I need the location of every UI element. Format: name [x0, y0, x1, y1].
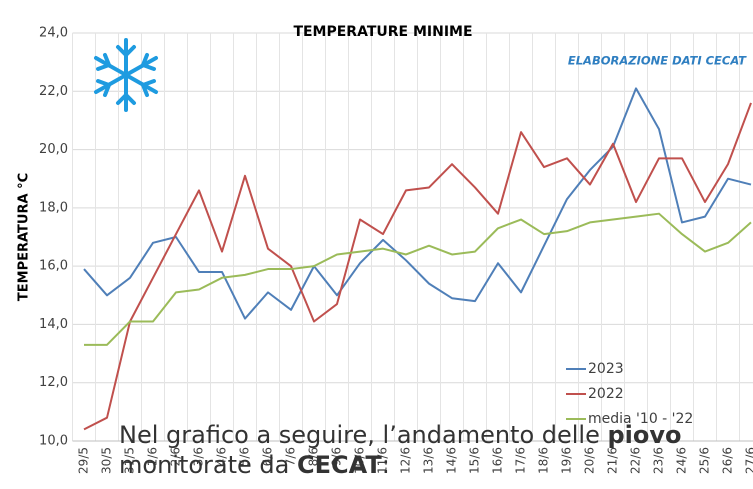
x-tick-label: 1/6: [146, 447, 160, 466]
x-tick-label: 22/6: [629, 447, 643, 474]
snowflake-icon: [94, 38, 158, 112]
y-tick-label: 14,0: [39, 317, 68, 332]
x-tick-label: 29/5: [77, 447, 91, 474]
x-tick-label: 5/6: [238, 447, 252, 466]
series-line: [84, 212, 752, 346]
series-line: [83, 87, 752, 320]
x-tick-label: 8/6: [307, 447, 321, 466]
x-tick-label: 30/5: [100, 447, 114, 474]
y-tick-label: 20,0: [39, 142, 68, 157]
caption-line: Nel grafico a seguire, l’andamento delle…: [119, 420, 682, 450]
x-tick-label: 24/6: [675, 447, 689, 474]
x-tick-label: 31/5: [123, 447, 137, 474]
x-tick-label: 3/6: [192, 447, 206, 466]
x-tick-label: 7/6: [284, 447, 298, 466]
chart-title: TEMPERATURE MINIME: [293, 24, 472, 40]
legend-label: 2023: [588, 361, 624, 377]
y-axis-label: TEMPERATURA °C: [17, 173, 32, 301]
y-tick-label: 22,0: [39, 84, 68, 99]
x-tick-label: 10/6: [353, 447, 367, 474]
caption-bold: piovo: [607, 421, 682, 449]
y-tick-label: 24,0: [39, 26, 68, 41]
x-tick-label: 18/6: [537, 447, 551, 474]
y-tick-label: 18,0: [39, 200, 68, 215]
x-tick-label: 2/6: [169, 447, 183, 466]
caption-text: Nel grafico a seguire, l’andamento delle: [119, 421, 608, 449]
x-tick-label: 17/6: [514, 447, 528, 474]
y-tick-label: 10,0: [39, 434, 68, 449]
x-tick-label: 23/6: [652, 447, 666, 474]
x-tick-label: 11/6: [376, 447, 390, 474]
x-tick-label: 4/6: [215, 447, 229, 466]
x-tick-label: 16/6: [491, 447, 505, 474]
legend-label: 2022: [588, 386, 624, 402]
x-tick-label: 13/6: [422, 447, 436, 474]
y-tick-label: 12,0: [39, 375, 68, 390]
series-line: [83, 102, 752, 431]
x-tick-label: 20/6: [583, 447, 597, 474]
x-tick-label: 25/6: [698, 447, 712, 474]
x-tick-label: 6/6: [261, 447, 275, 466]
x-tick-label: 26/6: [721, 447, 735, 474]
x-tick-label: 15/6: [468, 447, 482, 474]
y-tick-label: 16,0: [39, 259, 68, 274]
caption-line: monitorate da CECAT:: [119, 450, 682, 480]
caption: Nel grafico a seguire, l’andamento delle…: [119, 420, 682, 480]
caption-bold: CECAT: [296, 451, 382, 479]
caption-text: monitorate da: [119, 451, 297, 479]
x-tick-label: 9/6: [330, 447, 344, 466]
caption-text: :: [381, 451, 390, 479]
x-tick-label: 21/6: [606, 447, 620, 474]
x-tick-label: 14/6: [445, 447, 459, 474]
x-tick-label: 19/6: [560, 447, 574, 474]
chart-subtitle: ELABORAZIONE DATI CECAT: [568, 54, 747, 68]
x-tick-label: 27/6: [744, 447, 753, 474]
legend-label: media '10 - '22: [588, 411, 693, 427]
x-tick-label: 12/6: [399, 447, 413, 474]
